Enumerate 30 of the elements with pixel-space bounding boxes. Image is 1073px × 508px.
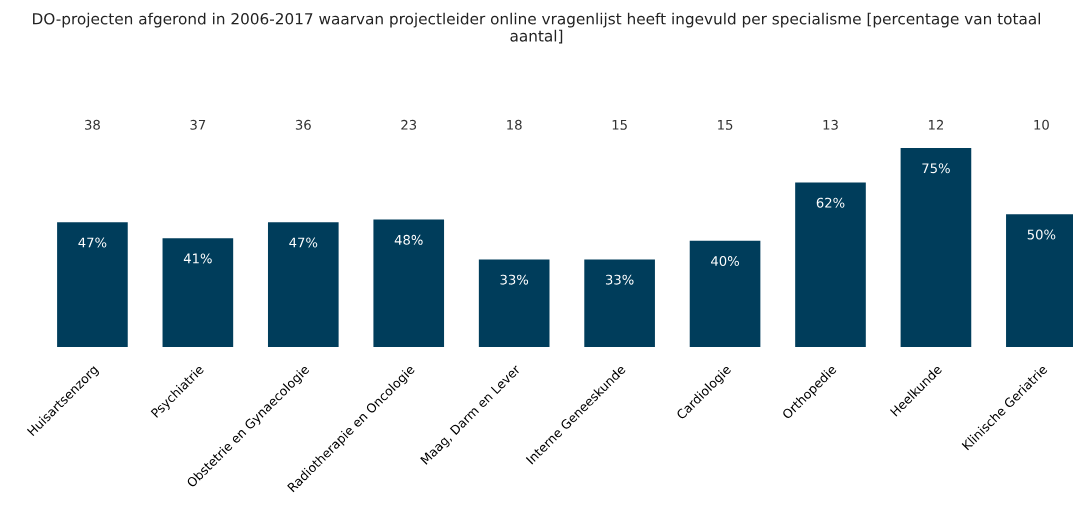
data-label: 48% (394, 234, 423, 245)
data-label: 50% (1027, 229, 1056, 240)
text: 10 (1034, 119, 1049, 130)
bar (584, 259, 655, 347)
data-label: 47% (289, 237, 318, 248)
data-label: 75% (922, 163, 950, 174)
text: 15 (718, 120, 733, 130)
text: 12 (928, 119, 943, 130)
text: 36 (295, 119, 311, 130)
data-label: 33% (605, 274, 634, 285)
data-label: 40% (711, 256, 739, 267)
bar (478, 259, 550, 347)
text: 13 (823, 119, 838, 130)
text: 38 (85, 119, 100, 130)
bar (373, 219, 445, 347)
text: 23 (401, 119, 417, 130)
bar (689, 240, 761, 347)
text: 37 (190, 119, 206, 130)
bar (267, 222, 339, 347)
bar (57, 222, 128, 347)
data-label: 33% (500, 274, 529, 285)
text: 15 (612, 120, 627, 130)
bar (900, 147, 972, 347)
data-label: 41% (183, 253, 212, 264)
text: 18 (507, 119, 522, 130)
bar (795, 182, 866, 347)
bar (162, 238, 234, 347)
data-label: 62% (816, 197, 845, 208)
chart-title: DO-projecten afgerond in 2006-2017 waarvan projectleider online vragenlijst heeft ingevuld per specialisme [percentage van totaal aantal] (33, 12, 1041, 44)
data-label: 47% (78, 237, 107, 248)
